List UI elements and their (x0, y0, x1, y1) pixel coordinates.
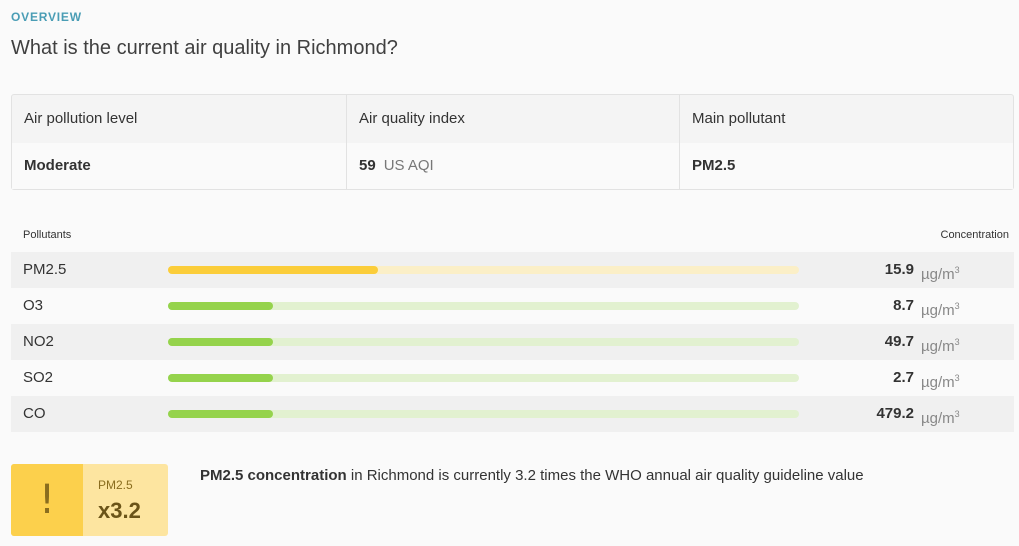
concentration-label: Concentration (940, 229, 1010, 241)
pollutant-name: PM2.5 (23, 261, 67, 278)
pollutant-bar-fill (168, 374, 274, 382)
badge-value: x3.2 (98, 498, 141, 523)
summary-table: Air pollution level Moderate Air quality… (11, 94, 1014, 190)
pollutant-bar-fill (168, 266, 379, 274)
description-bold: PM2.5 concentration (200, 467, 347, 484)
page-title: What is the current air quality in Richm… (11, 37, 398, 59)
pollutants-label: Pollutants (23, 229, 72, 241)
pollutant-name: NO2 (23, 333, 54, 350)
pollutant-name: CO (23, 405, 46, 422)
section-eyebrow: OVERVIEW (11, 10, 82, 24)
aqi-header: Air quality index (359, 110, 465, 127)
description-text: in Richmond is currently 3.2 times the W… (346, 467, 864, 484)
summary-column-pollutant: Main pollutant PM2.5 (680, 95, 1013, 189)
summary-column-aqi: Air quality index 59 US AQI (347, 95, 680, 189)
pollutant-row: O3 8.7 µg/m3 (11, 288, 1014, 324)
pollutant-concentration: 8.7 (893, 297, 914, 314)
pollutant-bar-track (168, 410, 799, 418)
aqi-unit: US AQI (383, 157, 434, 174)
pollutant-bar-fill (168, 410, 274, 418)
pollutant-concentration: 479.2 (876, 405, 914, 422)
level-header: Air pollution level (24, 110, 138, 127)
main-pollutant-header: Main pollutant (692, 110, 786, 127)
exclamation-icon: ! (11, 464, 83, 536)
pollutant-bar-fill (168, 302, 274, 310)
aqi-value-cell: 59 US AQI (347, 143, 679, 189)
pollutant-row: CO 479.2 µg/m3 (11, 396, 1014, 432)
main-pollutant-value: PM2.5 (680, 143, 1013, 189)
pm25-ratio-badge: ! PM2.5 x3.2 (11, 464, 168, 536)
pollutant-bar-track (168, 302, 799, 310)
pollutant-bar-track (168, 338, 799, 346)
summary-column-level: Air pollution level Moderate (12, 95, 347, 189)
pollutant-bar-track (168, 374, 799, 382)
pollutant-unit: µg/m3 (921, 301, 960, 319)
pollutant-row: SO2 2.7 µg/m3 (11, 360, 1014, 396)
aqi-value: 59 (359, 157, 376, 174)
pollutant-unit: µg/m3 (921, 337, 960, 355)
pollutant-bar-track (168, 266, 799, 274)
pollutant-row: NO2 49.7 µg/m3 (11, 324, 1014, 360)
pollutant-concentration: 49.7 (884, 333, 914, 350)
pollutant-unit: µg/m3 (921, 373, 960, 391)
pollutant-concentration: 15.9 (884, 261, 914, 278)
badge-label: PM2.5 (98, 478, 133, 492)
pollutant-unit: µg/m3 (921, 265, 960, 283)
pollutant-name: SO2 (23, 369, 54, 386)
pollutant-unit: µg/m3 (921, 409, 960, 427)
pollutant-name: O3 (23, 297, 44, 314)
pm25-description: PM2.5 concentration in Richmond is curre… (200, 467, 864, 484)
level-value: Moderate (12, 143, 346, 189)
pollutant-bar-fill (168, 338, 274, 346)
pollutant-row: PM2.5 15.9 µg/m3 (11, 252, 1014, 288)
pollutant-concentration: 2.7 (893, 369, 914, 386)
